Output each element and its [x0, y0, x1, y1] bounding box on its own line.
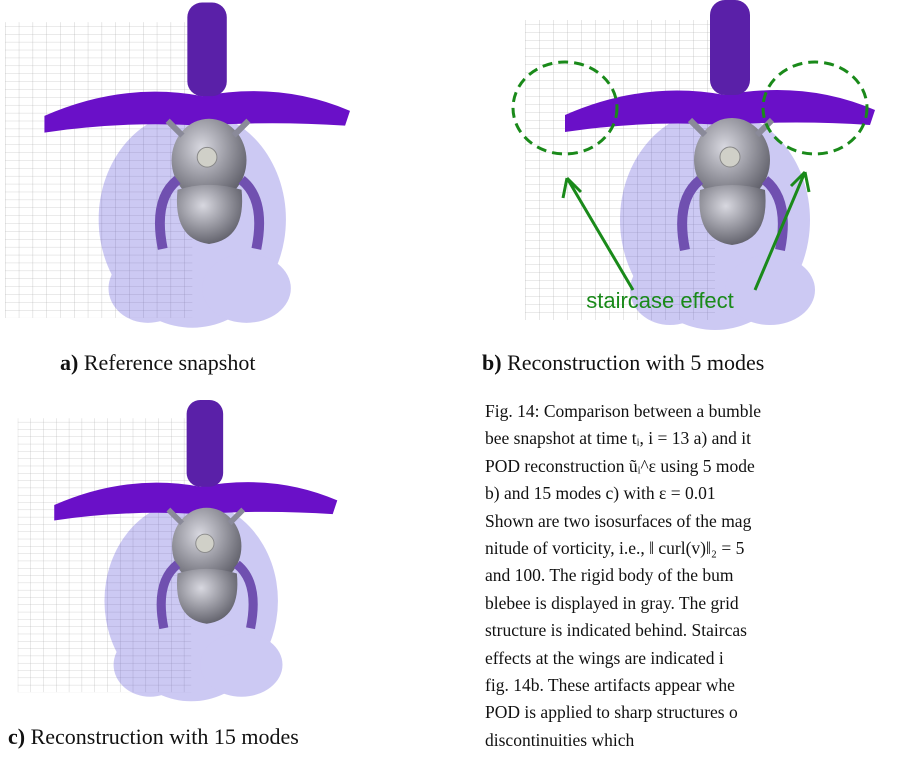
caption-line: structure is indicated behind. Staircas — [485, 620, 747, 641]
caption-line: fig. 14b. These artifacts appear whe — [485, 674, 735, 695]
caption-line: POD reconstruction ũᵢ^ε using 5 mode — [485, 455, 755, 476]
caption-line: blebee is displayed in gray. The grid — [485, 592, 739, 613]
caption-line: Fig. 14: Comparison between a bumble — [485, 401, 762, 421]
panel-caption: c) Reconstruction with 15 modes — [8, 724, 299, 750]
caption-line: nitude of vorticity, i.e., ‖ curl(v)‖₂ =… — [485, 537, 745, 558]
image-reference — [5, 0, 350, 345]
panel-text: Reconstruction with 5 modes — [507, 350, 765, 375]
caption-line: and 100. The rigid body of the bum — [485, 565, 734, 586]
image-reconstruction-5: staircase effect — [511, 0, 916, 345]
panel-text: Reconstruction with 15 modes — [30, 724, 299, 749]
panel-text: Reference snapshot — [83, 350, 256, 375]
caption-line: b) and 15 modes c) with ε = 0.01 — [485, 483, 716, 504]
panel-caption: b) Reconstruction with 5 modes — [482, 350, 764, 376]
caption-line: discontinuities which — [485, 729, 635, 750]
caption-line: bee snapshot at time tᵢ, i = 13 a) and i… — [485, 428, 751, 449]
image-reconstruction-15 — [5, 400, 350, 715]
caption-line: Shown are two isosurfaces of the mag — [485, 510, 752, 531]
figure-caption: Fig. 14: Comparison between a bumble bee … — [485, 398, 761, 754]
caption-line: POD is applied to sharp structures o — [485, 702, 738, 723]
panel-caption: a) Reference snapshot — [60, 350, 255, 376]
panel-label: b) — [482, 350, 502, 375]
panel-label: c) — [8, 724, 26, 749]
annotation: staircase effect — [586, 288, 734, 313]
caption-line: effects at the wings are indicated i — [485, 647, 724, 668]
panel-label: a) — [60, 350, 79, 375]
